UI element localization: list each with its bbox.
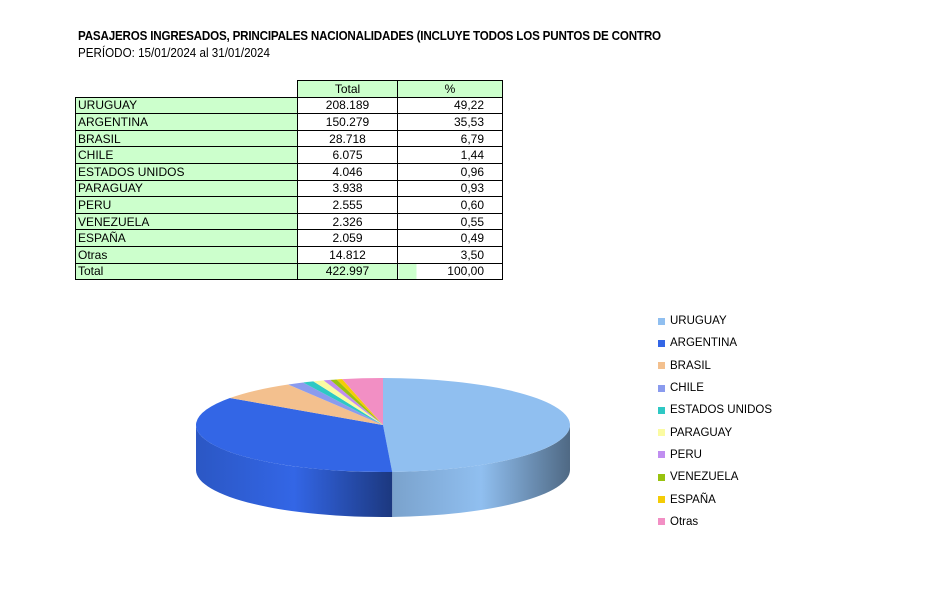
legend-swatch: [658, 317, 665, 325]
country-percent: 0,55: [397, 212, 503, 231]
legend-item: Otras: [658, 511, 772, 533]
total-label: Total: [75, 262, 298, 281]
table-row: BRASIL 28.718 6,79: [75, 129, 503, 148]
country-percent: 35,53: [397, 113, 503, 131]
header-total: Total: [297, 80, 398, 98]
legend-label: URUGUAY: [670, 315, 727, 328]
legend-item: ESPAÑA: [658, 488, 772, 510]
legend-label: ESPAÑA: [670, 493, 716, 506]
table-row: PERU 2.555 0,60: [75, 196, 503, 214]
legend-item: ESTADOS UNIDOS: [658, 399, 772, 421]
pie-slice-side-argentina: [196, 425, 393, 517]
legend-label: PARAGUAY: [670, 426, 733, 439]
legend-swatch: [658, 406, 665, 414]
table-row: VENEZUELA 2.326 0,55: [75, 212, 503, 231]
table-row: URUGUAY 208.189 49,22: [75, 96, 503, 115]
country-total: 208.189: [297, 96, 398, 115]
country-name: CHILE: [75, 146, 298, 164]
country-percent: 1,44: [397, 146, 503, 164]
table-row: ESTADOS UNIDOS 4.046 0,96: [75, 162, 503, 181]
header-percent: %: [397, 80, 503, 98]
legend-label: BRASIL: [670, 359, 711, 372]
legend-swatch: [658, 429, 665, 437]
pie-slice-otras: [342, 378, 383, 425]
country-percent: 0,96: [397, 162, 503, 181]
country-name: VENEZUELA: [75, 212, 298, 231]
pie-slice-brasil: [229, 384, 383, 425]
grand-total: 422.997: [297, 262, 398, 281]
pie-slice-estados-unidos: [303, 381, 383, 425]
legend-label: CHILE: [670, 382, 704, 395]
table-row: ARGENTINA 150.279 35,53: [75, 113, 503, 131]
country-percent: 6,79: [397, 129, 503, 148]
legend-item: BRASIL: [658, 355, 772, 377]
legend-label: PERU: [670, 448, 702, 461]
country-percent: 0,60: [397, 196, 503, 214]
country-total: 150.279: [297, 113, 398, 131]
legend-label: ARGENTINA: [670, 337, 738, 350]
nationality-table: Total % URUGUAY 208.189 49,22 ARGENTINA 150.…: [75, 80, 503, 281]
country-name: ARGENTINA: [75, 113, 298, 131]
legend-swatch: [658, 362, 665, 370]
legend-label: Otras: [670, 515, 699, 528]
legend-item: PARAGUAY: [658, 421, 772, 443]
legend-item: PERU: [658, 444, 772, 466]
pie-slice-uruguay: [383, 378, 570, 472]
country-name: Otras: [75, 245, 298, 264]
legend-swatch: [658, 384, 665, 392]
legend-swatch: [658, 518, 665, 526]
legend-item: CHILE: [658, 377, 772, 399]
table-row: CHILE 6.075 1,44: [75, 146, 503, 164]
pie-slice-argentina: [196, 397, 393, 472]
country-total: 4.046: [297, 162, 398, 181]
chart-legend: URUGUAY ARGENTINA BRASIL CHILE ESTADOS UNIDO…: [658, 310, 772, 533]
pie-slice-peru: [323, 379, 383, 425]
country-name: URUGUAY: [75, 96, 298, 115]
pie-slice-side-uruguay: [392, 425, 570, 517]
table-total-row: Total 422.997 100,00: [75, 262, 503, 281]
pie-slice-chile: [288, 382, 383, 425]
legend-item: URUGUAY: [658, 310, 772, 332]
table-header-row: Total %: [76, 80, 503, 98]
pie-slice-paraguay: [313, 380, 383, 425]
country-total: 6.075: [297, 146, 398, 164]
country-percent: 0,93: [397, 179, 503, 198]
legend-label: VENEZUELA: [670, 471, 739, 484]
legend-label: ESTADOS UNIDOS: [670, 404, 773, 417]
country-name: ESTADOS UNIDOS: [75, 162, 298, 181]
legend-swatch: [658, 339, 665, 347]
legend-item: VENEZUELA: [658, 466, 772, 488]
country-name: BRASIL: [75, 129, 298, 148]
grand-percent: 100,00: [397, 262, 503, 281]
country-total: 28.718: [297, 129, 398, 148]
country-name: PERU: [75, 196, 298, 214]
legend-swatch: [658, 473, 665, 481]
report-period: PERÍODO: 15/01/2024 al 31/01/2024: [78, 46, 270, 60]
pie-slice-españa: [336, 379, 383, 425]
country-percent: 3,50: [397, 245, 503, 264]
legend-item: ARGENTINA: [658, 332, 772, 354]
country-percent: 49,22: [397, 96, 503, 115]
country-total: 14.812: [297, 245, 398, 264]
table-row: Otras 14.812 3,50: [75, 245, 503, 264]
report-title: PASAJEROS INGRESADOS, PRINCIPALES NACION…: [78, 29, 661, 43]
table-row: PARAGUAY 3.938 0,93: [75, 179, 503, 198]
legend-swatch: [658, 451, 665, 459]
legend-swatch: [658, 496, 665, 504]
pie-slice-venezuela: [330, 379, 383, 425]
